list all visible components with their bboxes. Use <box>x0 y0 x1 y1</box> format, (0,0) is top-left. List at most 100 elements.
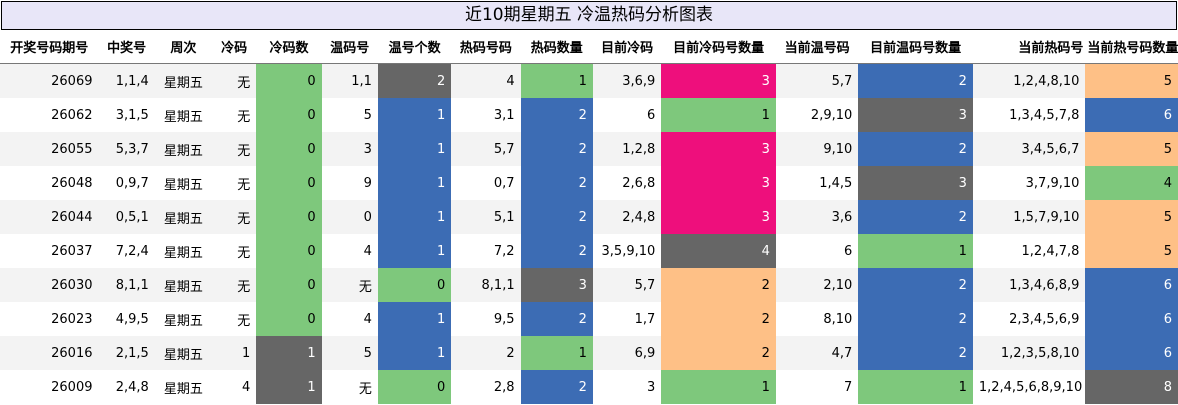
table-cell: 2 <box>520 200 593 234</box>
hot-code-col-header: 热码号码 <box>451 30 521 64</box>
table-cell: 1 <box>377 200 452 234</box>
warm-code-col-header: 温码号 <box>321 30 378 64</box>
table-cell: 5,3,7 <box>98 132 155 166</box>
table-cell: 7,2,4 <box>98 234 155 268</box>
table-cell: 无 <box>212 234 257 268</box>
table-cell: 星期五 <box>154 370 213 404</box>
table-cell: 星期五 <box>154 268 213 302</box>
table-cell: 2 <box>520 302 593 336</box>
table-cell: 星期五 <box>154 63 213 98</box>
table-cell: 2,6,8 <box>592 166 662 200</box>
table-cell: 2 <box>451 336 521 370</box>
table-cell: 2 <box>858 132 973 166</box>
table-cell: 6 <box>1085 302 1178 336</box>
table-cell: 1 <box>212 336 257 370</box>
period-col-header: 开奖号码期号 <box>0 30 99 64</box>
table-cell: 0,5,1 <box>98 200 155 234</box>
table-cell: 5 <box>1085 200 1178 234</box>
current-hot-col-header: 当前热码号 <box>972 30 1086 64</box>
table-row: 26062 3,1,5 星期五无 0 5 1 3,1 2 6 1 2,9,10 3 1,3,4,5,7,… <box>0 98 1178 132</box>
table-cell: 0,7 <box>451 166 521 200</box>
table-cell: 星期五 <box>154 234 213 268</box>
table-cell: 3 <box>661 63 776 98</box>
analysis-table: 开奖号码期号 中奖号 周次 冷码 冷码数 温码号 温号个数 热码号码 热码数量 目前冷码 目前冷码号… <box>0 30 1178 404</box>
table-cell: 3,1 <box>451 98 521 132</box>
table-cell: 1,3,4,5,7,8 <box>972 98 1086 132</box>
table-cell: 5 <box>321 336 378 370</box>
table-cell: 无 <box>212 132 257 166</box>
table-cell: 3,4,5,6,7 <box>972 132 1086 166</box>
table-cell: 0 <box>256 234 322 268</box>
table-cell: 5,7 <box>592 268 662 302</box>
warm-count-col-header: 温号个数 <box>377 30 452 64</box>
table-cell: 2 <box>858 200 973 234</box>
table-cell: 4 <box>321 302 378 336</box>
table-row: 26023 4,9,5 星期五无 0 4 1 9,5 2 1,7 2 8,10 2 2,3,4,5,6,… <box>0 302 1178 336</box>
table-cell: 无 <box>212 166 257 200</box>
table-row: 26016 2,1,5 星期五 1 1 5 1 2 1 6,9 2 4,7 2 1,2,3,5,8,10 6 <box>0 336 1178 370</box>
table-cell: 1,2,8 <box>592 132 662 166</box>
table-cell: 8,1,1 <box>451 268 521 302</box>
table-cell: 2 <box>520 166 593 200</box>
table-cell: 4 <box>451 63 521 98</box>
table-cell: 星期五 <box>154 302 213 336</box>
table-row: 26037 7,2,4 星期五无 0 4 1 7,2 2 3,5,9,10 4 6 1 1,2,4,7,… <box>0 234 1178 268</box>
table-cell: 1,2,3,5,8,10 <box>972 336 1086 370</box>
table-cell: 1 <box>377 166 452 200</box>
table-cell: 1 <box>661 370 776 404</box>
table-row: 26044 0,5,1 星期五无 0 0 1 5,1 2 2,4,8 3 3,6 2 1,5,7,9,1… <box>0 200 1178 234</box>
cold-code-col-header: 冷码 <box>212 30 257 64</box>
current-cold-count-col-header: 目前冷码号数量 <box>661 30 776 64</box>
table-row: 26055 5,3,7 星期五无 0 3 1 5,7 2 1,2,8 3 9,10 2 3,4,5,6,… <box>0 132 1178 166</box>
table-cell: 无 <box>212 302 257 336</box>
table-cell: 3 <box>858 166 973 200</box>
table-cell: 9 <box>321 166 378 200</box>
table-cell: 6 <box>592 98 662 132</box>
table-cell: 1,1,4 <box>98 63 155 98</box>
table-cell: 3 <box>520 268 593 302</box>
table-cell: 2,9,10 <box>775 98 859 132</box>
table-cell: 1 <box>377 336 452 370</box>
weekday-col-header: 周次 <box>154 30 213 64</box>
table-cell: 5,7 <box>451 132 521 166</box>
table-cell: 1 <box>256 336 322 370</box>
table-cell: 1,7 <box>592 302 662 336</box>
table-cell: 26055 <box>0 132 99 166</box>
table-cell: 2 <box>520 132 593 166</box>
table-cell: 1,3,4,6,8,9 <box>972 268 1086 302</box>
table-cell: 1,2,4,7,8 <box>972 234 1086 268</box>
table-cell: 5 <box>1085 63 1178 98</box>
table-cell: 1 <box>256 370 322 404</box>
table-cell: 9,5 <box>451 302 521 336</box>
table-cell: 1 <box>858 234 973 268</box>
table-cell: 2 <box>520 234 593 268</box>
table-cell: 1 <box>661 98 776 132</box>
table-cell: 2,1,5 <box>98 336 155 370</box>
table-cell: 1,2,4,5,6,8,9,10 <box>972 370 1086 404</box>
table-cell: 9,10 <box>775 132 859 166</box>
current-warm-col-header: 当前温号码 <box>775 30 859 64</box>
table-cell: 2,10 <box>775 268 859 302</box>
table-cell: 26023 <box>0 302 99 336</box>
table-cell: 星期五 <box>154 166 213 200</box>
table-cell: 5 <box>321 98 378 132</box>
table-cell: 2 <box>858 268 973 302</box>
table-cell: 4,7 <box>775 336 859 370</box>
table-cell: 2 <box>661 336 776 370</box>
table-cell: 3 <box>592 370 662 404</box>
table-cell: 5,1 <box>451 200 521 234</box>
table-cell: 3 <box>858 98 973 132</box>
table-cell: 3,5,9,10 <box>592 234 662 268</box>
current-warm-count-col-header: 目前温码号数量 <box>858 30 973 64</box>
table-cell: 星期五 <box>154 132 213 166</box>
table-cell: 3,6,9 <box>592 63 662 98</box>
table-cell: 2 <box>661 268 776 302</box>
header-row: 开奖号码期号 中奖号 周次 冷码 冷码数 温码号 温号个数 热码号码 热码数量 目前冷码 目前冷码号… <box>0 30 1178 64</box>
table-cell: 2 <box>858 302 973 336</box>
current-cold-col-header: 目前冷码 <box>592 30 662 64</box>
table-cell: 无 <box>212 200 257 234</box>
table-cell: 0 <box>256 268 322 302</box>
table-cell: 5 <box>1085 234 1178 268</box>
cold-count-col-header: 冷码数 <box>256 30 322 64</box>
